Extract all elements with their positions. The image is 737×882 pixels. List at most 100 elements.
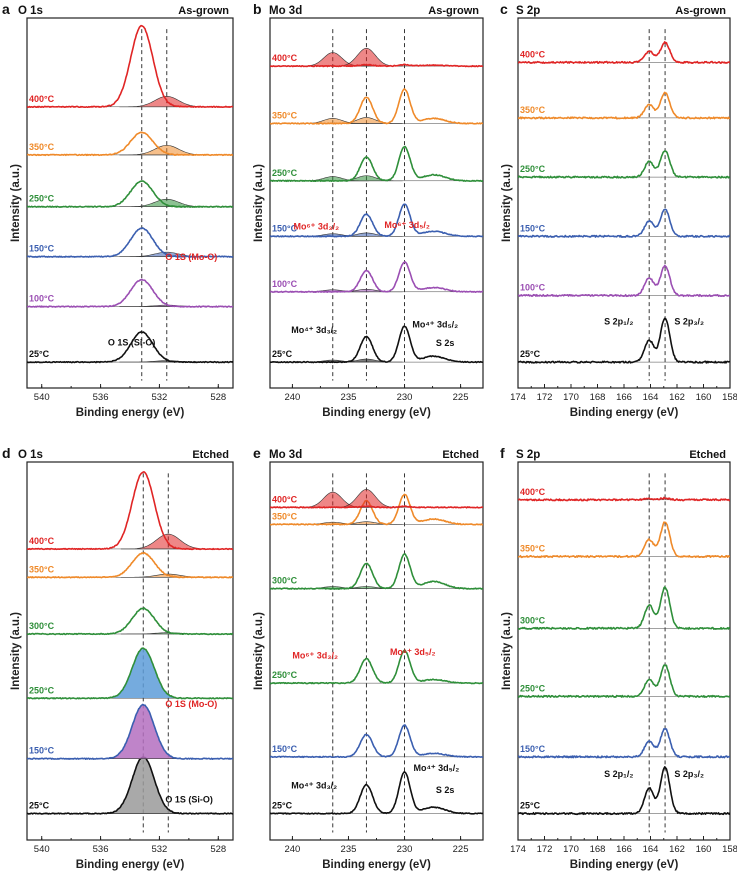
panel-e: 240 235 230 225 Binding energy (eV) Intensity… (253, 445, 484, 871)
x-axis-label: Binding energy (eV) (76, 859, 185, 871)
x-tick-label: 172 (537, 392, 553, 403)
spectrum-line (518, 496, 730, 502)
spectrum-line (270, 505, 483, 509)
fit-component (98, 704, 188, 760)
spectrum-line (270, 203, 483, 238)
temperature-label: 250°C (29, 685, 55, 695)
temperature-label: 400°C (29, 536, 55, 546)
peak-annotation: S 2p₃/₂ (674, 317, 704, 327)
panel-title: O 1s (18, 449, 43, 461)
x-axis-label: Binding energy (eV) (570, 407, 679, 419)
fit-component (98, 756, 188, 814)
spectrum-line (27, 24, 233, 109)
spectrum-line (27, 227, 233, 258)
spectrum-line (27, 331, 233, 364)
panel-condition: Etched (689, 449, 726, 461)
x-tick-label: 540 (34, 844, 50, 855)
x-tick-label: 532 (151, 844, 167, 855)
temperature-label: 400°C (520, 49, 546, 59)
temperature-label: 350°C (520, 544, 546, 554)
x-tick-label: 240 (284, 392, 300, 403)
peak-annotation: S 2p₁/₂ (604, 317, 633, 327)
spectrum-line (518, 664, 730, 698)
panel-condition: As-grown (178, 5, 229, 17)
peak-annotation: Mo⁴⁺ 3d₅/₂ (413, 763, 459, 773)
x-axis-label: Binding energy (eV) (570, 859, 679, 871)
spectrum-line (27, 278, 233, 308)
panel-letter: b (253, 1, 262, 17)
temperature-label: 300°C (272, 576, 298, 586)
spectrum-line (270, 770, 483, 815)
y-axis-label: Intensity (a.u.) (10, 164, 22, 242)
temperature-label: 25°C (520, 349, 541, 359)
plot-area (27, 24, 233, 381)
x-tick-label: 168 (590, 844, 606, 855)
temperature-label: 150°C (272, 744, 298, 754)
spectrum-line (27, 551, 233, 579)
spectrum-line (270, 145, 483, 183)
spectrum-line (518, 91, 730, 120)
spectrum-line (518, 586, 730, 630)
panel-c: 174 172 170 168 166 164 162 160 158 Binding energ… (500, 1, 737, 419)
x-tick-label: 160 (696, 392, 712, 403)
spectrum-line (270, 261, 483, 294)
temperature-label: 25°C (29, 349, 50, 359)
temperature-label: 25°C (272, 349, 293, 359)
panel-condition: As-grown (428, 5, 479, 17)
peak-annotation: O 1S (Si-O) (108, 338, 156, 348)
temperature-label: 300°C (520, 615, 546, 625)
x-tick-label: 166 (616, 392, 632, 403)
peak-annotation: Mo⁶⁺ 3d₃/₂ (294, 222, 340, 232)
panel-a: 540 536 532 528 Binding energy (eV) Intensity… (2, 1, 234, 419)
y-axis-label: Intensity (a.u.) (501, 164, 513, 242)
spectrum-line (518, 521, 730, 559)
x-axis-label: Binding energy (eV) (322, 859, 431, 871)
temperature-label: 300°C (29, 621, 55, 631)
temperature-label: 350°C (29, 564, 55, 574)
x-tick-label: 166 (616, 844, 632, 855)
y-axis-label: Intensity (a.u.) (253, 164, 265, 242)
plot-frame (517, 17, 731, 389)
temperature-label: 400°C (520, 487, 546, 497)
peak-annotation: S 2p₃/₂ (674, 769, 704, 779)
y-axis-label: Intensity (a.u.) (501, 612, 513, 690)
panel-letter: c (500, 1, 508, 17)
x-tick-label: 174 (510, 844, 526, 855)
x-tick-label: 172 (537, 844, 553, 855)
panel-letter: d (2, 445, 11, 461)
panel-title: S 2p (516, 5, 540, 17)
panel-title: Mo 3d (269, 449, 302, 461)
peak-annotation: S 2s (436, 338, 455, 348)
x-tick-label: 235 (341, 392, 357, 403)
x-tick-label: 164 (643, 392, 659, 403)
spectrum-line (27, 756, 233, 815)
peak-annotation: Mo⁶⁺ 3d₅/₂ (390, 647, 436, 657)
peak-annotation: Mo⁴⁺ 3d₅/₂ (412, 319, 458, 329)
x-tick-label: 170 (563, 844, 579, 855)
temperature-label: 350°C (272, 110, 298, 120)
panel-letter: a (2, 1, 10, 17)
y-axis-label: Intensity (a.u.) (10, 612, 22, 690)
x-tick-label: 536 (93, 844, 109, 855)
plot-frame (517, 461, 731, 841)
temperature-label: 100°C (29, 294, 55, 304)
temperature-label: 25°C (272, 801, 293, 811)
panel-title: S 2p (516, 449, 540, 461)
spectrum-line (518, 41, 730, 64)
temperature-label: 150°C (272, 223, 298, 233)
spectrum-line (518, 264, 730, 298)
panel-title: Mo 3d (269, 5, 302, 17)
plot-frame (26, 17, 234, 389)
temperature-label: 400°C (272, 494, 298, 504)
x-tick-label: 158 (722, 392, 737, 403)
peak-annotation: Mo⁶⁺ 3d₃/₂ (292, 651, 338, 661)
x-tick-label: 174 (510, 392, 526, 403)
spectrum-line (270, 649, 483, 685)
spectrum-line (518, 728, 730, 759)
x-tick-label: 225 (453, 392, 469, 403)
spectrum-line (270, 724, 483, 759)
plot-area (270, 29, 483, 381)
plot-area (270, 473, 483, 833)
x-tick-label: 528 (210, 392, 226, 403)
x-tick-label: 158 (722, 844, 737, 855)
